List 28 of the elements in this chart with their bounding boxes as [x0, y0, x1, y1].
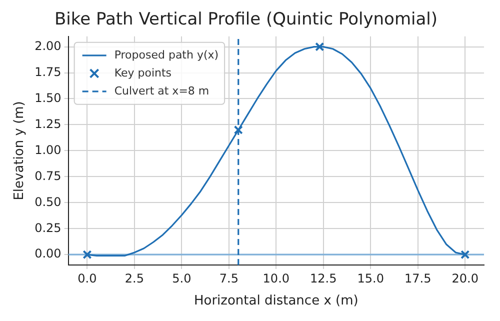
ref-line-label: Culvert at x=8 m — [114, 84, 210, 98]
point — [82, 250, 92, 260]
x-tick-label: 20.0 — [452, 271, 478, 286]
y-tick-label: 2.00 — [34, 38, 62, 53]
chart-title: Bike Path Vertical Profile (Quintic Polynomial) — [54, 10, 438, 30]
legend-label: Key points — [114, 66, 172, 80]
legend-label: Proposed path y(x) — [114, 48, 219, 62]
y-tick-label: 0.50 — [34, 194, 62, 209]
y-tick-label: 1.25 — [34, 116, 62, 131]
x-tick-label: 17.5 — [404, 271, 432, 286]
point — [315, 42, 324, 52]
x-tick-label: 0.0 — [78, 271, 97, 286]
y-tick-label: 0.75 — [34, 168, 62, 183]
y-tick-label: 1.00 — [34, 142, 62, 157]
y-tick-label: 0.00 — [34, 246, 62, 261]
y-tick-label: 0.25 — [34, 220, 62, 235]
x-tick-label: 15.0 — [357, 271, 384, 286]
x-tick-label: 12.5 — [310, 271, 337, 286]
y-tick-label: 1.50 — [34, 90, 62, 105]
x-tick-label: 10.0 — [262, 271, 290, 286]
x-axis-title: Horizontal distance x (m) — [194, 294, 358, 309]
x-tick-label: 2.5 — [124, 271, 144, 286]
x-tick-label: 7.5 — [219, 271, 238, 286]
point — [460, 250, 470, 260]
y-axis-title: Elevation y (m) — [12, 101, 28, 200]
point — [234, 125, 243, 134]
y-tick-label: 1.75 — [34, 64, 62, 79]
x-tick-label: 5.0 — [172, 271, 192, 286]
